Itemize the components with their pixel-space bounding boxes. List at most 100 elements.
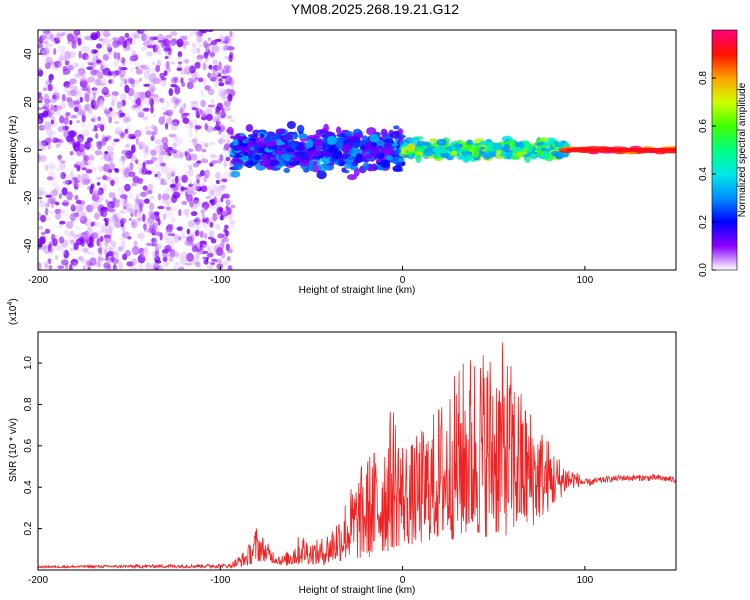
spectrogram-cell (204, 142, 209, 148)
spectrogram-cell (275, 149, 285, 155)
spectrogram-cell (83, 154, 88, 163)
spectrogram-cell (181, 174, 188, 183)
spectrogram-cell (129, 162, 134, 171)
spectrogram-cell (217, 87, 225, 97)
spectrogram-cell (222, 261, 230, 265)
spectrogram-cell (72, 35, 79, 42)
spectrogram-cell (96, 182, 101, 186)
spectrogram-cell (126, 208, 134, 213)
spectrogram-cell (189, 178, 193, 186)
spectrogram-cell (108, 116, 113, 124)
spectrogram-cell (230, 221, 235, 229)
spectrogram-cell (178, 236, 182, 241)
x-tick-label: -100 (210, 275, 230, 286)
spectrogram-cell (89, 61, 97, 69)
spectrogram-cell (191, 46, 199, 55)
spectrogram-cell (209, 189, 215, 197)
spectrogram-cell (159, 97, 164, 103)
spectrogram-cell (59, 162, 66, 171)
spectrogram-cell (107, 225, 114, 231)
spectrogram-cell (257, 144, 264, 149)
spectrogram-cell (328, 162, 335, 166)
spectrogram-cell (71, 62, 78, 70)
spectrogram-cell (50, 130, 58, 135)
spectrogram-cell (313, 138, 324, 147)
spectrogram-cell (69, 230, 75, 237)
spectrogram-cell (40, 214, 46, 223)
spectrogram-cell (153, 95, 161, 102)
spectrogram-cell (313, 133, 322, 139)
spectrogram-cell (200, 116, 207, 121)
spectrogram-cell (218, 33, 224, 39)
spectrogram-cell (225, 156, 231, 162)
spectrogram-cell (169, 183, 176, 188)
spectrogram-cell (202, 223, 210, 229)
spectrogram-cell (168, 254, 174, 263)
spectrogram-cell (150, 149, 157, 156)
spectrogram-cell (77, 173, 85, 182)
spectrogram-cell (66, 191, 73, 201)
spectrogram-cell (254, 154, 262, 161)
spectrogram-cell (162, 111, 169, 116)
spectrogram-cell (142, 146, 150, 155)
spectrogram-cell (305, 139, 314, 149)
spectrogram-cell (123, 205, 127, 210)
spectrogram-cell (190, 80, 197, 83)
spectrogram-cell (112, 267, 118, 270)
spectrogram-cell (211, 258, 217, 262)
spectrogram-cell (267, 145, 279, 150)
spectrogram-cell (116, 101, 122, 109)
spectrogram-cell (58, 236, 65, 244)
spectrogram-cell (49, 210, 54, 216)
spectrogram-cell (98, 85, 102, 92)
spectrogram-cell (326, 135, 337, 145)
spectrogram-cell (158, 154, 164, 163)
spectrogram-cell (158, 265, 164, 270)
spectrogram-cell (186, 228, 190, 235)
spectrogram-cell (167, 233, 175, 237)
spectrogram-cell (95, 133, 99, 139)
spectrogram-cell (116, 199, 120, 203)
spectrogram-cell (179, 267, 183, 270)
spectrogram-cell (191, 42, 196, 48)
spectrogram-cell (57, 210, 65, 215)
spectrogram-cell (50, 116, 56, 121)
spectrogram-cell (58, 193, 63, 199)
spectrogram-cell (200, 185, 208, 193)
spectrogram-cell (99, 100, 105, 108)
spectrogram-cell (103, 109, 111, 115)
spectrogram-cell (223, 143, 230, 151)
spectrogram-cell (48, 108, 55, 116)
spectrogram-cell (54, 208, 62, 214)
spectrogram-cell (211, 45, 220, 53)
spectrogram-cell (86, 97, 95, 101)
spectrogram-cell (191, 243, 196, 248)
spectrogram-cell (222, 40, 228, 44)
spectrogram-cell (61, 199, 70, 207)
spectrogram-cell (203, 232, 208, 239)
spectrogram-cell (54, 254, 59, 260)
spectrogram-cell (153, 126, 158, 135)
spectrogram-cell (146, 242, 154, 247)
spectrogram-cell (97, 261, 102, 268)
spectrogram-cell (173, 239, 179, 243)
x-tick-label: -200 (28, 575, 48, 586)
spectrogram-cell (152, 36, 159, 41)
snr-series-line (38, 342, 676, 570)
spectrogram-cell (141, 47, 146, 52)
spectrogram-cell (119, 112, 126, 118)
spectrogram-cell (137, 165, 144, 172)
spectrogram-cell (350, 165, 359, 171)
spectrogram-cell (220, 178, 227, 183)
spectrogram-cell (87, 178, 91, 184)
spectrogram-cell (160, 162, 167, 167)
spectrogram-cell (137, 232, 145, 239)
spectrogram-cell (106, 145, 114, 152)
spectrogram-cell (172, 191, 181, 199)
spectrogram-cell (160, 106, 168, 112)
spectrogram-cell (92, 114, 97, 122)
spectrogram-cell (82, 265, 86, 270)
spectrogram-cell (89, 251, 96, 256)
spectrogram-cell (72, 262, 78, 267)
spectrogram-cell (195, 251, 200, 259)
